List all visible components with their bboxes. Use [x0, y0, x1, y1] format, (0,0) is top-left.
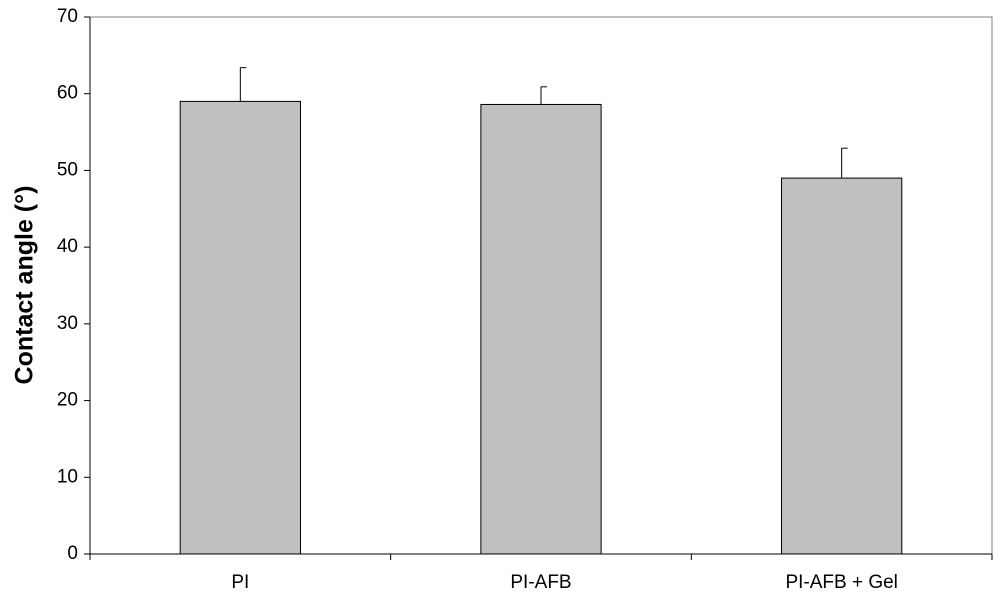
y-tick-label: 70: [57, 6, 78, 27]
error-bar: [540, 86, 547, 105]
y-tick-label: 0: [67, 543, 78, 564]
x-tick-label: PI-AFB + Gel: [785, 572, 897, 593]
y-axis-label: Contact angle (°): [11, 186, 39, 385]
y-tick-label: 10: [57, 466, 78, 487]
y-tick-label: 60: [57, 83, 78, 104]
y-tick-label: 40: [57, 236, 78, 257]
bar: [781, 177, 903, 555]
bar: [179, 100, 301, 555]
error-bar: [239, 67, 247, 102]
y-tick-label: 20: [57, 390, 78, 411]
y-tick-label: 30: [57, 313, 78, 334]
bar: [480, 103, 602, 555]
y-tick-label: 50: [57, 159, 78, 180]
x-tick-label: PI-AFB: [510, 572, 571, 593]
error-bar: [841, 147, 848, 179]
x-tick-label: PI: [231, 572, 249, 593]
